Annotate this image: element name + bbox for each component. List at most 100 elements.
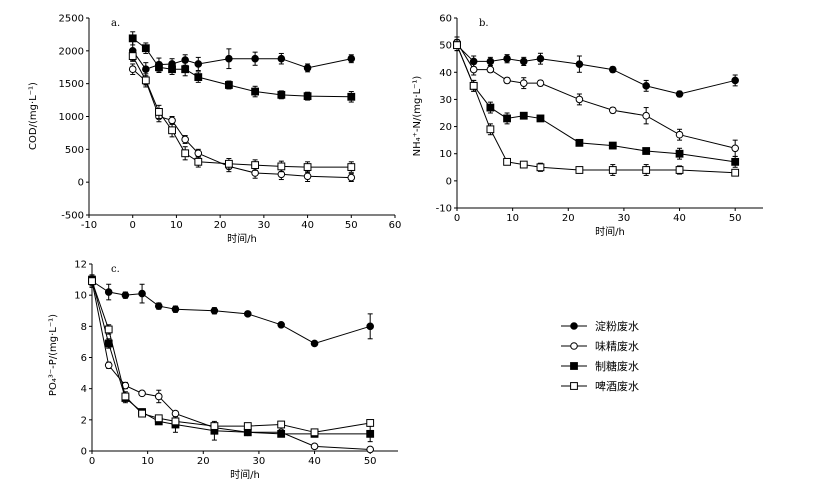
data-point [642,147,651,155]
data-point [138,389,146,398]
data-point [347,173,356,182]
data-point [519,160,528,169]
data-point [608,166,617,174]
data-point [608,141,617,150]
series-3 [128,50,356,173]
y-tick-label: 8 [81,322,87,333]
data-point [486,65,495,74]
data-point [453,41,461,50]
data-point [210,422,219,430]
data-point [104,361,113,370]
data-point [536,54,545,63]
x-tick-label: 20 [197,456,210,467]
data-point [181,65,190,74]
data-point [608,65,617,74]
series-2 [453,39,740,168]
data-point [519,57,528,66]
series-line [456,44,736,174]
data-point [138,409,146,418]
data-point [210,306,219,315]
legend-item: 味精废水 [561,339,639,353]
data-point [519,111,528,120]
data-point [310,442,319,451]
y-tick-label: 2500 [59,14,84,25]
x-tick-label: 20 [562,213,575,224]
panel-label: a. [111,18,120,29]
y-axis-label: PO₄³⁻-P/(mg·L⁻¹) [48,314,59,396]
data-point [168,116,176,125]
data-point [642,111,650,120]
data-point [575,60,584,68]
y-tick-label: 10 [439,149,452,160]
data-point [121,291,130,299]
data-point [251,54,259,63]
series-line [91,280,371,345]
series-line [456,44,736,95]
series-2 [128,31,356,103]
data-point [277,320,285,329]
data-point [104,325,113,334]
data-point [171,417,180,426]
data-point [121,392,130,401]
data-point [194,157,203,166]
data-point [536,163,545,172]
series-0 [128,40,356,77]
y-tick-label: 20 [439,122,452,133]
data-point [155,63,163,72]
data-point [575,138,584,147]
data-point [503,54,511,63]
data-point [88,277,96,286]
y-tick-label: 6 [81,353,87,364]
series-0 [453,39,739,98]
legend-label: 味精废水 [595,339,639,353]
x-axis-label: 时间/h [595,225,625,238]
data-point [243,422,252,430]
data-point [731,76,739,85]
data-point [104,339,113,348]
data-point [181,149,190,158]
y-tick-label: 30 [439,95,452,106]
data-point [225,54,233,63]
data-point [536,79,545,87]
legend-label: 啤酒废水 [595,379,639,393]
data-point [675,149,684,158]
series-3 [453,39,740,177]
data-point [503,157,511,166]
data-point [171,305,180,313]
data-point [608,106,617,115]
x-tick-label: 30 [257,220,270,231]
data-point [277,90,286,99]
data-point [138,289,146,298]
data-point [154,414,163,423]
data-point [168,126,176,135]
data-point [224,159,233,168]
y-axis-label: COD/(mg·L⁻¹) [28,82,39,150]
data-point [366,429,375,438]
data-point [469,65,478,74]
x-tick-label: 50 [729,213,742,224]
data-point [303,64,312,72]
data-point [251,161,260,169]
y-tick-label: 50 [439,41,452,52]
data-point [575,95,584,104]
data-point [366,322,374,331]
series-line [456,44,736,163]
series-1 [128,63,356,183]
chart-panel-c: 0 10 20 30 40 50 0 2 4 6 8 10 12 时间/h PO₄³⁻-P/(mg·L⁻¹)… [48,260,398,481]
series-line [456,42,736,149]
y-tick-label: 500 [65,145,84,156]
data-point [303,92,312,101]
legend-marker [570,362,578,370]
data-point [486,103,495,112]
data-point [503,76,511,85]
data-point [155,108,163,116]
data-point [128,65,137,74]
x-tick-label: 40 [673,213,686,224]
data-point [128,34,137,43]
x-tick-label: 40 [308,456,321,467]
data-point [194,60,203,68]
y-axis-label: NH₄⁺-N/(mg·L⁻¹) [412,76,423,157]
x-tick-label: 0 [130,220,136,231]
series-2 [88,274,375,443]
y-tick-label: -500 [61,211,84,222]
